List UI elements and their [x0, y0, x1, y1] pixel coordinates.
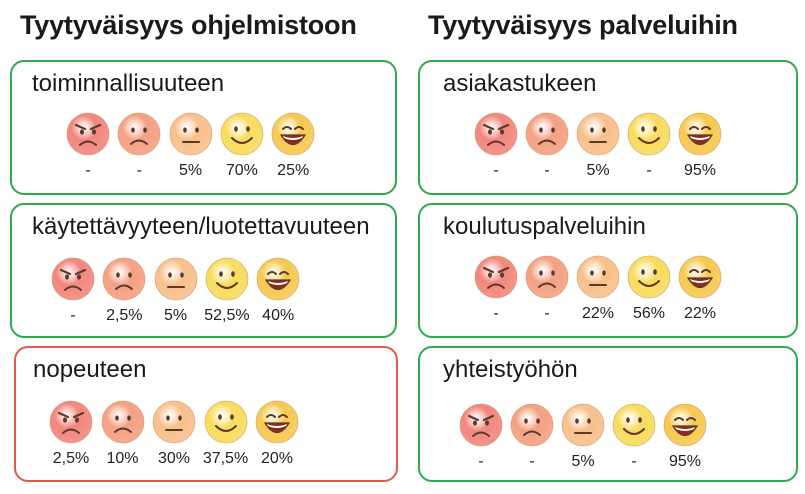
- percentage-label: 30%: [157, 450, 191, 467]
- sad-face-icon: [508, 401, 556, 449]
- percentage-label: 56%: [632, 305, 666, 322]
- laughing-face-icon: [676, 253, 724, 301]
- card-title: koulutuspalveluihin: [443, 213, 646, 240]
- sad-face-icon: [523, 253, 571, 301]
- smiling-face-icon: [625, 110, 673, 158]
- percentage-label: -: [70, 307, 76, 324]
- percentage-label: -: [493, 305, 499, 322]
- rating-card-kaytettavyyteen: käytettävyyteen/luotettavuuteen - 2,5% 5% 5…: [10, 203, 397, 338]
- percentage-label: 5%: [586, 162, 610, 179]
- laughing-face-icon: [661, 401, 709, 449]
- smiling-face-icon: [610, 401, 658, 449]
- neutral-face-icon: [150, 398, 198, 446]
- neutral-face-icon: [574, 110, 622, 158]
- neutral-face-icon: [152, 255, 200, 303]
- percentage-label: 95%: [668, 453, 702, 470]
- percentage-label: 52,5%: [204, 307, 250, 324]
- laughing-face-icon: [254, 255, 302, 303]
- very-angry-face-icon: [472, 253, 520, 301]
- percentage-label: -: [646, 162, 652, 179]
- percentage-label: 25%: [277, 162, 310, 179]
- sad-face-icon: [115, 110, 163, 158]
- sad-face-icon: [99, 398, 147, 446]
- laughing-face-icon: [676, 110, 724, 158]
- percentage-label: -: [544, 305, 550, 322]
- very-angry-face-icon: [64, 110, 112, 158]
- percentage-label: 5%: [164, 307, 188, 324]
- neutral-face-icon: [559, 401, 607, 449]
- percentage-label: 40%: [262, 307, 295, 324]
- services-satisfaction-title: Tyytyväisyys palveluihin: [428, 10, 738, 40]
- sad-face-icon: [100, 255, 148, 303]
- percentage-label: -: [136, 162, 142, 179]
- percentage-label: -: [85, 162, 91, 179]
- very-angry-face-icon: [47, 398, 95, 446]
- percentage-label: 10%: [106, 450, 139, 467]
- card-title: toiminnallisuuteen: [32, 70, 225, 97]
- smiling-face-icon: [218, 110, 266, 158]
- percentage-label: -: [478, 453, 484, 470]
- smiling-face-icon: [202, 398, 250, 446]
- sad-face-icon: [523, 110, 571, 158]
- percentage-label: 22%: [581, 305, 615, 322]
- rating-card-koulutuspalveluihin: koulutuspalveluihin - - 22% 56% 22%: [418, 203, 798, 338]
- percentage-label: 37,5%: [202, 450, 249, 467]
- neutral-face-icon: [167, 110, 215, 158]
- percentage-label: 20%: [260, 450, 294, 467]
- card-title: käytettävyyteen/luotettavuuteen: [32, 213, 370, 240]
- very-angry-face-icon: [457, 401, 505, 449]
- percentage-label: 2,5%: [106, 307, 143, 324]
- rating-card-yhteistyohon: yhteistyöhön - - 5% - 95%: [418, 346, 798, 482]
- percentage-label: 5%: [179, 162, 203, 179]
- laughing-face-icon: [269, 110, 317, 158]
- very-angry-face-icon: [472, 110, 520, 158]
- smiling-face-icon: [203, 255, 251, 303]
- percentage-label: -: [529, 453, 535, 470]
- neutral-face-icon: [574, 253, 622, 301]
- rating-card-asiakastukeen: asiakastukeen - - 5% - 95%: [418, 60, 798, 195]
- percentage-label: -: [544, 162, 550, 179]
- percentage-label: -: [493, 162, 499, 179]
- very-angry-face-icon: [49, 255, 97, 303]
- percentage-label: 2,5%: [52, 450, 90, 467]
- laughing-face-icon: [253, 398, 301, 446]
- percentage-label: 70%: [225, 162, 258, 179]
- card-title: nopeuteen: [33, 356, 147, 383]
- percentage-label: 5%: [571, 453, 595, 470]
- software-satisfaction-title: Tyytyväisyys ohjelmistoon: [20, 10, 357, 40]
- percentage-label: 22%: [683, 305, 717, 322]
- smiling-face-icon: [625, 253, 673, 301]
- rating-card-nopeuteen: nopeuteen 2,5% 10% 30% 37,5% 20%: [14, 346, 398, 482]
- rating-card-toiminnallisuuteen: toiminnallisuuteen - - 5% 70% 25%: [10, 60, 397, 195]
- percentage-label: -: [631, 453, 637, 470]
- card-title: asiakastukeen: [443, 70, 597, 97]
- percentage-label: 95%: [683, 162, 717, 179]
- card-title: yhteistyöhön: [443, 356, 578, 383]
